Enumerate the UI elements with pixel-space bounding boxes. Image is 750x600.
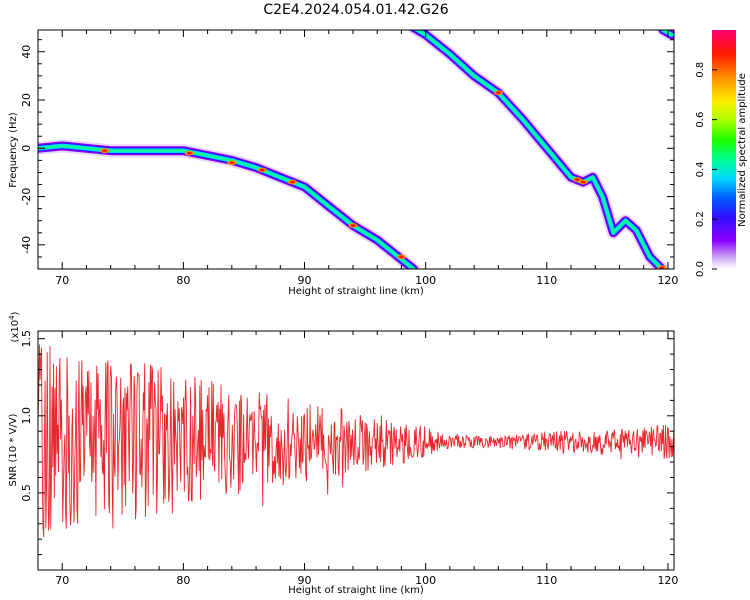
- spectral-ridge-1-layer-0: [407, 30, 669, 269]
- x-tick-label: 110: [536, 274, 557, 287]
- colorbar-tick-label: 0.0: [695, 261, 706, 277]
- colorbar-tick-label: 0.6: [695, 112, 706, 128]
- spectral-ridge-1-layer-1: [409, 30, 667, 269]
- snr-series-line: [38, 344, 674, 538]
- spectral-ridge-1-layer-3: [413, 30, 665, 269]
- snr-x-ticks: 70 80 90 100 110 120: [37, 331, 678, 587]
- x-tick-label: 90: [298, 574, 312, 587]
- colorbar-tick-label: 0.4: [695, 161, 706, 177]
- x-tick-label: 90: [298, 274, 312, 287]
- y-tick-label: 0.5: [20, 484, 33, 502]
- colorbar-gradient: [712, 30, 736, 269]
- spectrogram-panel: 70 80 90 100 110 120 -40 -20 0 20 40 Height of st…: [8, 29, 678, 297]
- x-tick-label: 70: [55, 274, 69, 287]
- snr-y-ticks: 0.5 1.0 1.5: [20, 330, 674, 556]
- spectral-ridge-0-layer-0: [38, 139, 420, 269]
- spectral-ridge-1-layer-2: [411, 30, 666, 269]
- spectral-peak: [398, 255, 405, 259]
- x-tick-label: 80: [176, 574, 190, 587]
- y-tick-label: -40: [20, 236, 33, 254]
- spectral-peak: [102, 149, 108, 153]
- spectrogram-y-ticks: -40 -20 0 20 40: [20, 39, 674, 270]
- colorbar-tick-label: 0.2: [695, 211, 706, 227]
- snr-y-axis-label: SNR (10 * V/V): [8, 413, 19, 486]
- x-tick-label: 110: [536, 574, 557, 587]
- y-tick-label: -20: [20, 188, 33, 206]
- y-tick-label: 40: [20, 45, 33, 59]
- snr-panel: 70 80 90 100 110 120 0.5 1.0 1.5 Height of stra…: [8, 311, 678, 596]
- spectral-peak: [350, 224, 356, 227]
- colorbar-ticks: 0.0 0.2 0.4 0.6 0.8: [695, 62, 717, 277]
- spectral-peak: [495, 91, 501, 95]
- colorbar-tick-label: 0.8: [695, 62, 706, 78]
- snr-frame: [37, 330, 675, 571]
- x-tick-label: 100: [415, 274, 436, 287]
- y-tick-label: 1.5: [20, 330, 33, 348]
- colorbar-label: Normalized spectral amplitude: [737, 73, 748, 227]
- spectral-peak: [580, 180, 586, 184]
- x-tick-label: 70: [55, 574, 69, 587]
- x-tick-label: 120: [657, 574, 678, 587]
- spectral-peak: [259, 168, 265, 172]
- snr-x-axis-label: Height of straight line (km): [288, 585, 424, 596]
- spectrogram-frame: [37, 29, 675, 270]
- spectral-peak: [289, 180, 295, 184]
- spectral-peak: [659, 266, 665, 269]
- spectral-peak: [186, 151, 193, 155]
- y-tick-label: 0: [20, 145, 33, 152]
- x-tick-label: 80: [176, 274, 190, 287]
- x-tick-label: 100: [415, 574, 436, 587]
- y-tick-label: 1.0: [20, 407, 33, 425]
- spectrogram-x-ticks: 70 80 90 100 110 120: [37, 30, 678, 287]
- colorbar: 0.0 0.2 0.4 0.6 0.8 Normalized spectral ampl…: [695, 30, 748, 277]
- snr-plot-area: [38, 344, 674, 538]
- spectral-ridge-2-layer-4: [662, 30, 673, 36]
- y-tick-label: 20: [20, 93, 33, 107]
- spectral-peak: [574, 178, 580, 182]
- spectrogram-x-axis-label: Height of straight line (km): [288, 286, 424, 297]
- spectrogram-y-axis-label: Frequency (Hz): [8, 112, 19, 188]
- spectrogram-image: [38, 30, 674, 269]
- figure-title: C2E4.2024.054.01.42.G26: [263, 2, 448, 18]
- x-tick-label: 120: [657, 274, 678, 287]
- snr-y-multiplier: (x104): [8, 311, 21, 342]
- spectral-ridge-1-layer-4: [415, 30, 663, 269]
- spectral-peak: [229, 161, 235, 165]
